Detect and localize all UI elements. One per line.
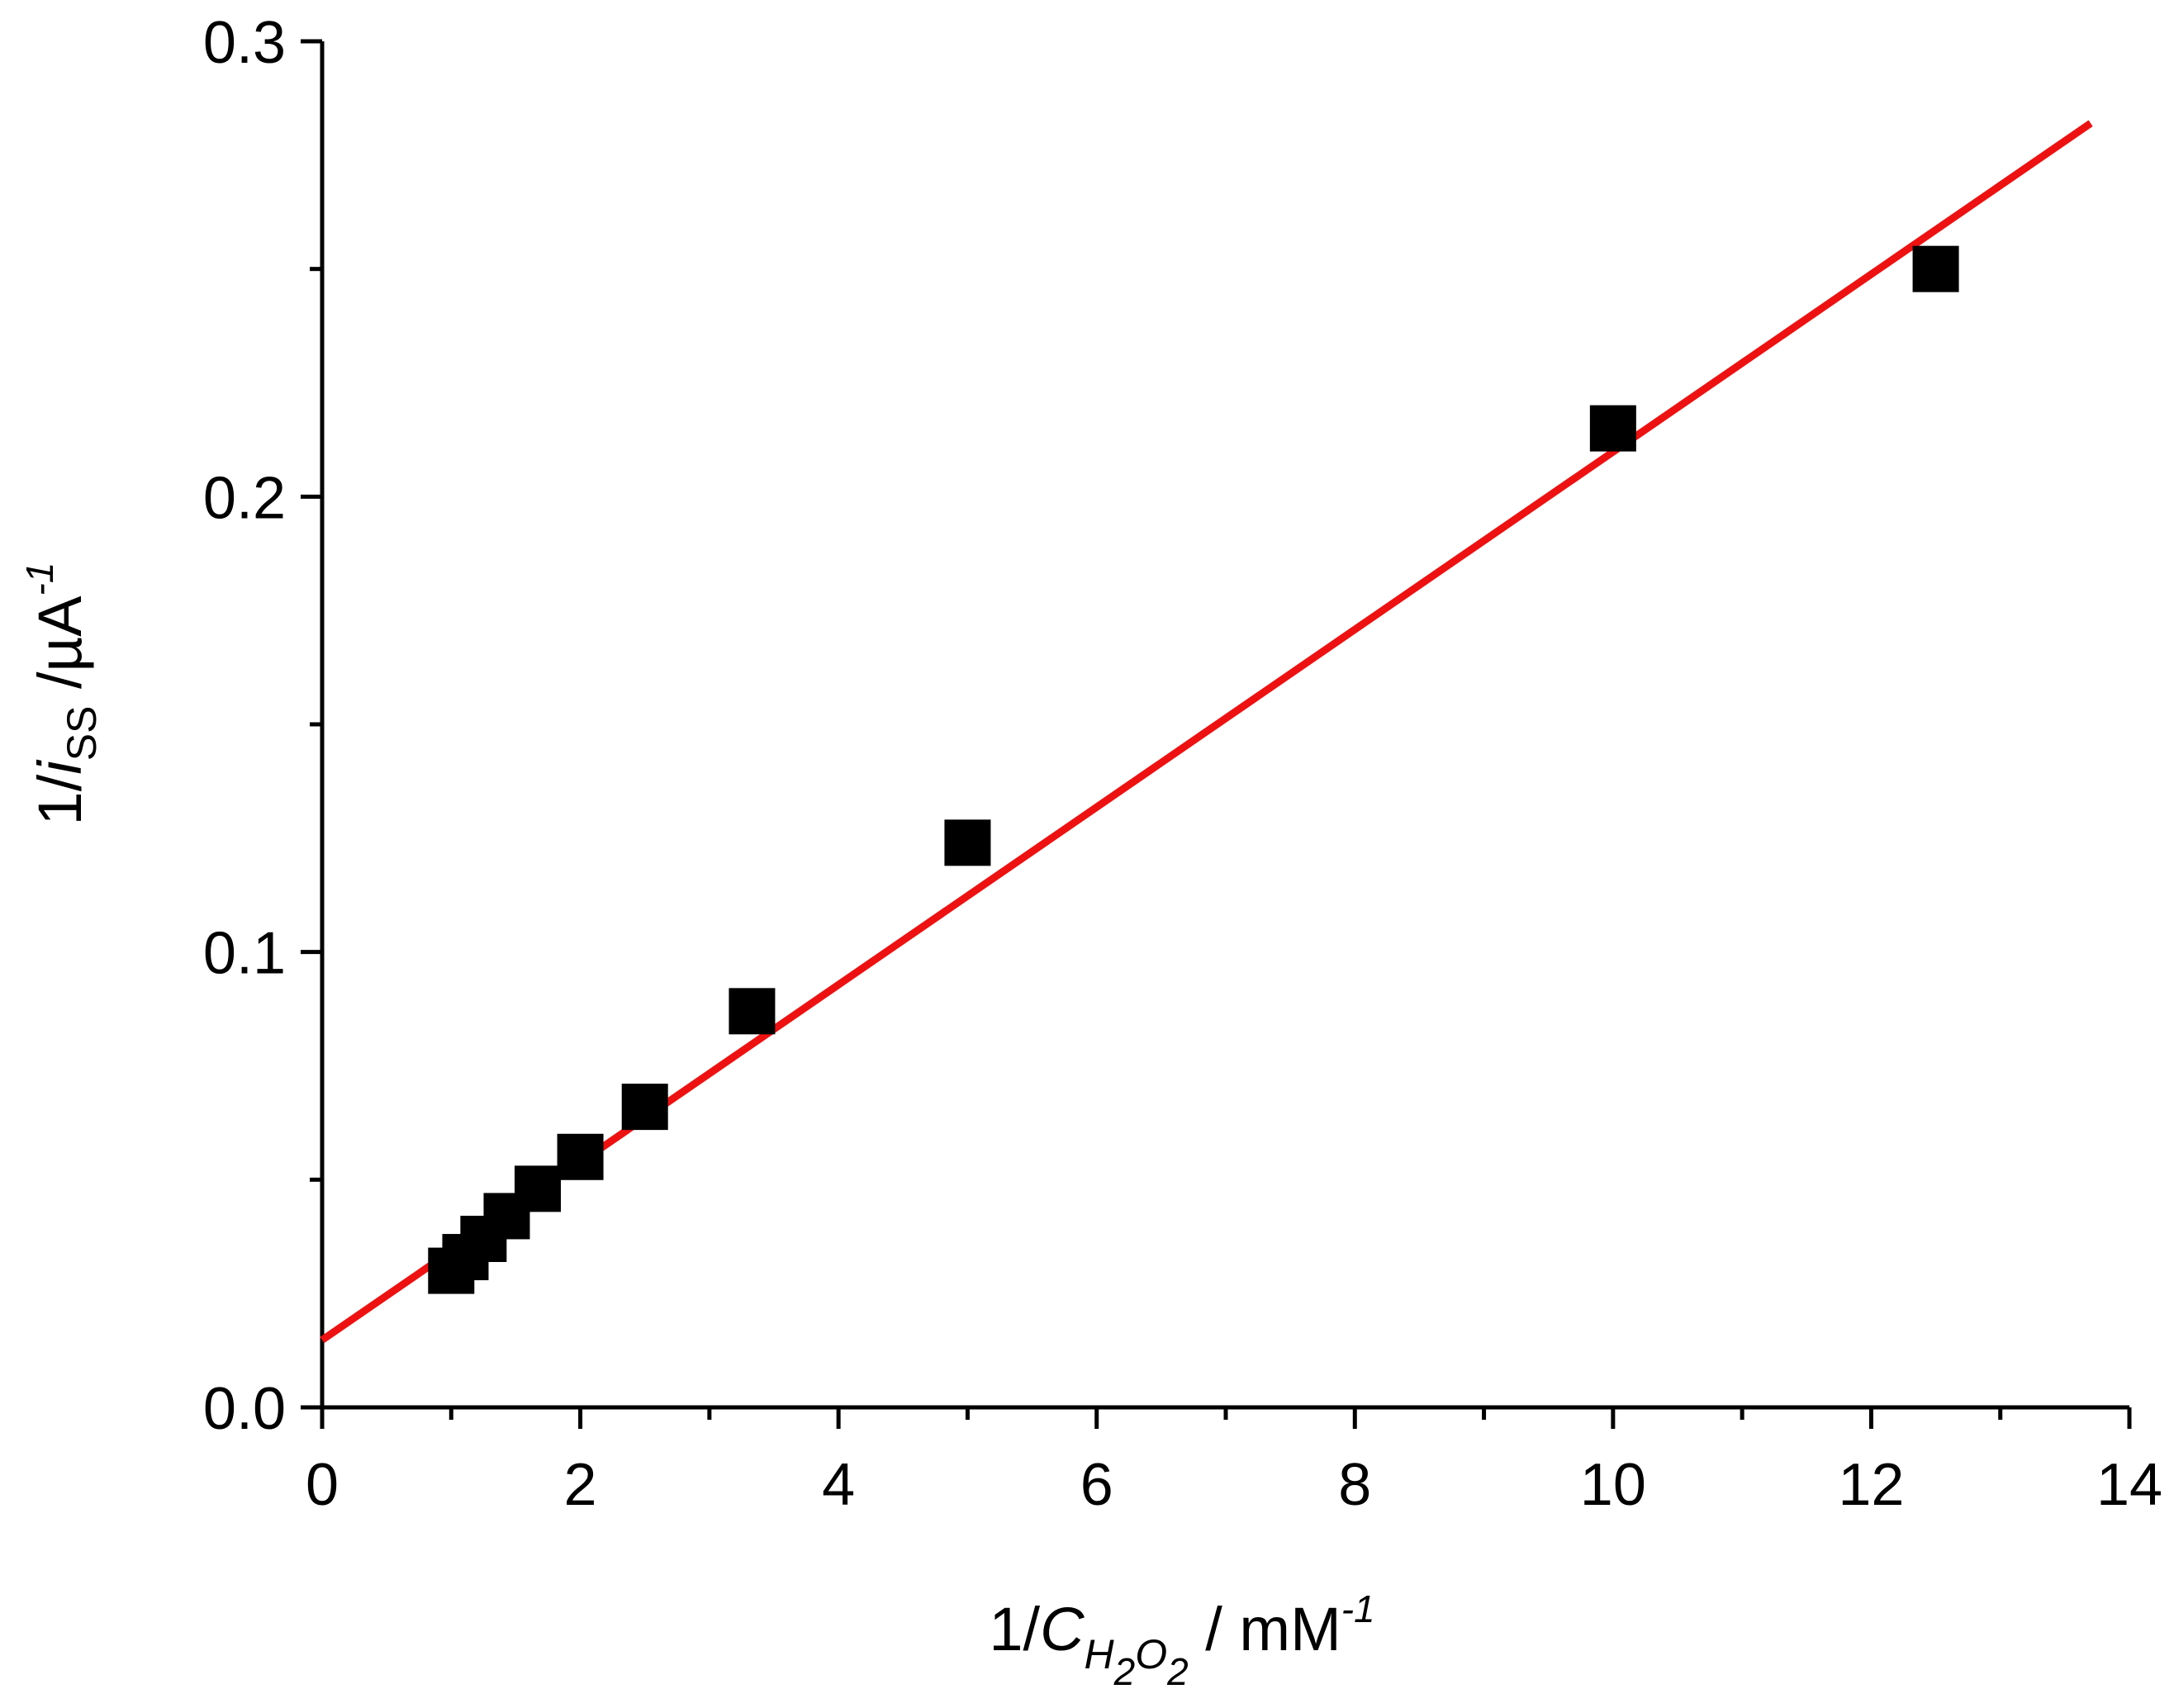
data-point bbox=[729, 988, 776, 1035]
x-tick-label: 2 bbox=[564, 1452, 597, 1518]
data-point bbox=[557, 1133, 604, 1180]
data-points bbox=[428, 245, 1959, 1294]
linear-fit-line bbox=[320, 120, 2093, 1344]
y-tick-label: 0.3 bbox=[203, 10, 286, 76]
y-tick-label: 0.2 bbox=[203, 465, 286, 531]
fit-line-layer bbox=[320, 120, 2093, 1344]
ticks: 0 2 4 6 8 10 12 14 0.0 0.1 0.2 0.3 bbox=[203, 10, 2162, 1518]
x-tick-label: 0 bbox=[306, 1452, 339, 1518]
y-tick-label: 0.1 bbox=[203, 921, 286, 987]
x-tick-label: 6 bbox=[1080, 1452, 1113, 1518]
data-point bbox=[1912, 245, 1959, 292]
x-tick-label: 12 bbox=[1838, 1452, 1904, 1518]
x-tick-label: 14 bbox=[2096, 1452, 2162, 1518]
data-point bbox=[1589, 405, 1636, 452]
x-tick-label: 8 bbox=[1338, 1452, 1371, 1518]
data-point bbox=[944, 819, 991, 866]
y-axis-title: 1/iSS /µA-1 bbox=[18, 562, 105, 826]
x-axis-title: 1/CH2O2 / mM-1 bbox=[989, 1587, 1374, 1693]
data-point bbox=[514, 1165, 561, 1212]
y-tick-label: 0.0 bbox=[203, 1376, 286, 1442]
x-tick-label: 4 bbox=[822, 1452, 855, 1518]
x-tick-label: 10 bbox=[1580, 1452, 1646, 1518]
data-point bbox=[621, 1084, 668, 1131]
axes bbox=[320, 41, 2129, 1410]
